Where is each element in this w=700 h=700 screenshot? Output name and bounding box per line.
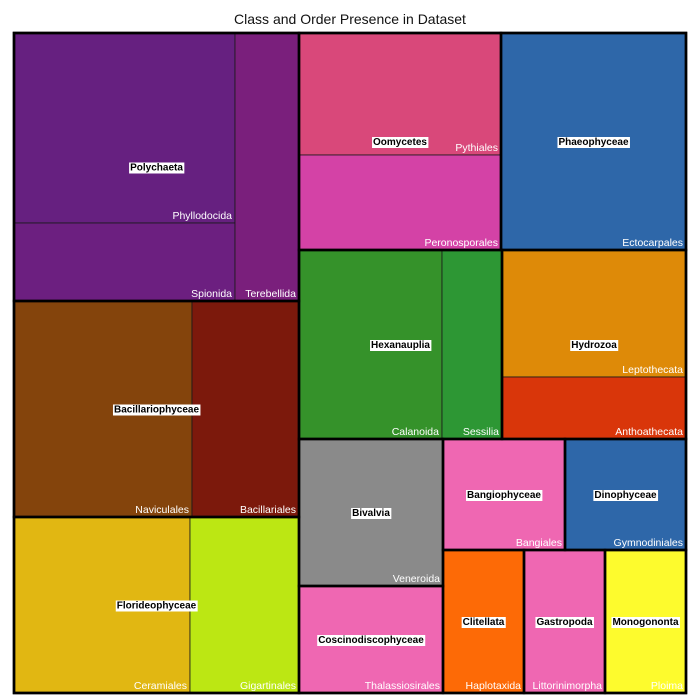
class-label-polychaeta: Polychaeta (130, 163, 183, 174)
order-label-ploima: Ploima (651, 680, 683, 692)
order-tile-sessilia (441, 249, 503, 440)
class-label-bg (461, 617, 506, 628)
class-label-bg (593, 490, 659, 501)
order-label-phyllodocida: Phyllodocida (172, 210, 232, 222)
class-label-oomycetes: Oomycetes (373, 137, 427, 148)
class-label-bg (129, 162, 185, 174)
order-label-thalassiosirales: Thalassiosirales (365, 680, 440, 692)
class-label-bg (370, 340, 432, 351)
order-label-spionida: Spionida (191, 288, 232, 300)
order-label-pythiales: Pythiales (455, 142, 498, 154)
order-tile-gigartinales (189, 516, 300, 694)
chart-title: Class and Order Presence in Dataset (234, 11, 466, 27)
order-label-bacillariales: Bacillariales (240, 504, 296, 516)
order-label-naviculales: Naviculales (135, 504, 189, 516)
order-label-veneroida: Veneroida (393, 573, 440, 585)
class-label-bg (535, 617, 594, 628)
order-label-terebellida: Terebellida (245, 288, 296, 300)
class-label-bg (115, 600, 198, 612)
order-tile-phyllodocida (13, 32, 236, 224)
treemap-frame (12, 31, 688, 695)
class-label-clitellata: Clitellata (463, 617, 505, 628)
order-tile-anthoathecata (501, 376, 687, 440)
class-label-bacillariophyceae: Bacillariophyceae (114, 405, 199, 416)
class-label-monogononta: Monogononta (612, 617, 679, 628)
order-tile-leptothecata (501, 249, 687, 378)
order-label-peronosporales: Peronosporales (424, 237, 498, 249)
class-label-dinophyceae: Dinophyceae (594, 490, 657, 501)
class-label-florideophyceae: Florideophyceae (117, 601, 197, 612)
order-label-anthoathecata: Anthoathecata (615, 426, 683, 438)
class-label-hexanauplia: Hexanauplia (371, 340, 430, 351)
class-label-hydrozoa: Hydrozoa (571, 340, 617, 351)
order-label-calanoida: Calanoida (392, 426, 439, 438)
order-tile-terebellida (234, 32, 300, 302)
class-label-bg (466, 490, 543, 501)
class-label-bangiophyceae: Bangiophyceae (467, 490, 541, 501)
order-tile-bacillariales (191, 300, 300, 518)
order-tile-pythiales (298, 32, 502, 156)
class-label-phaeophyceae: Phaeophyceae (558, 137, 628, 148)
class-label-gastropoda: Gastropoda (536, 617, 593, 628)
order-label-gigartinales: Gigartinales (240, 680, 296, 692)
class-label-bg (611, 617, 680, 628)
order-label-ceramiales: Ceramiales (134, 680, 187, 692)
class-label-bg (557, 137, 630, 148)
order-label-haplotaxida: Haplotaxida (466, 680, 522, 692)
order-tile-peronosporales (298, 154, 502, 251)
class-label-bivalvia: Bivalvia (352, 508, 390, 519)
order-label-leptothecata: Leptothecata (622, 364, 683, 376)
class-label-bg (570, 340, 619, 351)
class-label-coscinodiscophyceae: Coscinodiscophyceae (318, 635, 424, 646)
class-label-bg (372, 137, 429, 148)
order-label-ectocarpales: Ectocarpales (622, 237, 683, 249)
order-label-bangiales: Bangiales (516, 537, 562, 549)
class-label-bg (112, 404, 201, 416)
order-label-gymnodiniales: Gymnodiniales (614, 537, 683, 549)
class-label-bg (351, 508, 392, 519)
class-label-bg (317, 635, 426, 646)
order-label-littorinimorpha: Littorinimorpha (533, 680, 603, 692)
order-label-sessilia: Sessilia (463, 426, 499, 438)
